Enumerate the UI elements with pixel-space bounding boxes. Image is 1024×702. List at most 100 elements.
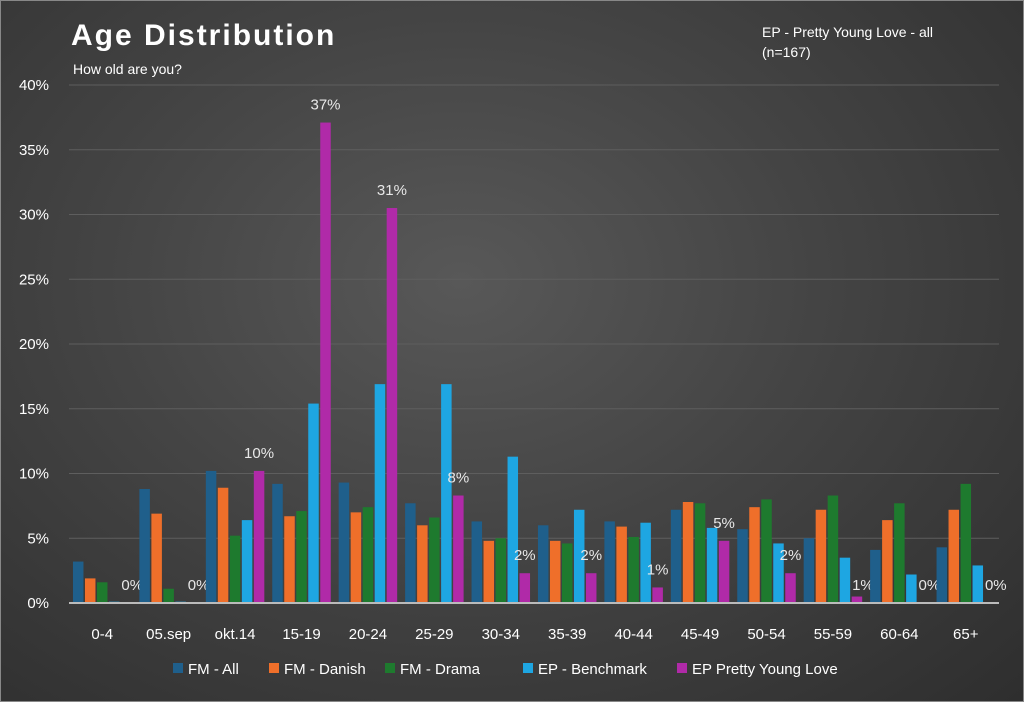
- bar-fm-drama: [296, 511, 307, 603]
- bar-ep-pretty-young-love: [453, 495, 464, 603]
- y-tick-label: 30%: [19, 207, 49, 224]
- y-tick-label: 0%: [27, 595, 49, 612]
- bar-fm-drama: [894, 503, 905, 603]
- bar-fm-danish: [815, 509, 827, 603]
- bar-ep-benchmark: [839, 557, 851, 603]
- bar-fm-danish: [948, 509, 960, 603]
- bar-fm-danish: [151, 513, 162, 603]
- x-tick-label: 55-59: [814, 626, 852, 643]
- bar-fm-all: [205, 470, 217, 603]
- bar-fm-all: [272, 483, 283, 603]
- bar-fm-drama: [960, 483, 972, 603]
- bar-ep-pretty-young-love: [652, 587, 663, 603]
- bar-ep-pretty-young-love: [386, 208, 398, 603]
- legend-label: FM - Danish: [284, 661, 366, 678]
- legend-swatch: [269, 663, 279, 673]
- chart-subtitle: How old are you?: [73, 61, 182, 77]
- bar-ep-benchmark: [573, 509, 585, 603]
- legend-label: EP - Benchmark: [538, 661, 647, 678]
- bar-fm-danish: [417, 525, 428, 603]
- x-tick-label: 50-54: [747, 626, 785, 643]
- data-label: 31%: [377, 182, 407, 199]
- bar-fm-drama: [163, 588, 174, 603]
- y-tick-label: 15%: [19, 401, 49, 418]
- legend-label: FM - All: [188, 661, 239, 678]
- bar-fm-drama: [362, 507, 374, 603]
- x-tick-label: 25-29: [415, 626, 453, 643]
- bar-fm-drama: [495, 538, 507, 603]
- bar-ep-benchmark: [308, 403, 319, 603]
- legend-swatch: [677, 663, 687, 673]
- x-tick-label: 45-49: [681, 626, 719, 643]
- bar-fm-drama: [561, 543, 573, 603]
- bar-fm-danish: [350, 512, 362, 603]
- x-tick-label: 20-24: [349, 626, 387, 643]
- bar-ep-benchmark: [441, 384, 452, 603]
- legend-label: FM - Drama: [400, 661, 481, 678]
- y-tick-label: 40%: [19, 77, 49, 94]
- bar-fm-danish: [284, 516, 295, 603]
- bar-fm-all: [604, 521, 615, 603]
- bar-fm-all: [870, 549, 881, 603]
- bar-fm-all: [537, 525, 549, 603]
- y-tick-label: 5%: [27, 530, 49, 547]
- x-tick-label: 05.sep: [146, 626, 191, 643]
- bar-fm-all: [936, 547, 948, 603]
- bar-fm-danish: [84, 578, 96, 603]
- bar-fm-danish: [616, 526, 627, 603]
- bar-fm-all: [72, 561, 84, 603]
- bar-fm-all: [139, 489, 150, 603]
- bar-fm-drama: [761, 499, 772, 603]
- legend-swatch: [523, 663, 533, 673]
- data-label: 0%: [188, 577, 210, 594]
- bar-fm-drama: [628, 536, 639, 603]
- bar-fm-drama: [96, 582, 108, 603]
- data-label: 0%: [985, 577, 1007, 594]
- bar-ep-benchmark: [507, 456, 519, 603]
- bar-ep-pretty-young-love: [585, 573, 597, 603]
- bar-ep-pretty-young-love: [519, 573, 531, 603]
- bar-fm-danish: [483, 540, 495, 603]
- legend-label: EP Pretty Young Love: [692, 661, 838, 678]
- legend-swatch: [385, 663, 395, 673]
- bar-fm-all: [670, 509, 682, 603]
- bar-fm-all: [803, 538, 815, 603]
- x-tick-label: 40-44: [614, 626, 652, 643]
- bar-fm-drama: [429, 517, 440, 603]
- bar-fm-danish: [749, 507, 760, 603]
- bar-ep-pretty-young-love: [718, 540, 730, 603]
- chart-annotation: EP - Pretty Young Love - all (n=167): [762, 24, 933, 60]
- bar-fm-danish: [217, 487, 229, 603]
- bar-ep-benchmark: [972, 565, 984, 603]
- bar-ep-pretty-young-love: [253, 470, 265, 603]
- bar-ep-pretty-young-love: [851, 596, 863, 603]
- data-label: 37%: [310, 97, 340, 114]
- bar-fm-all: [471, 521, 483, 603]
- x-tick-label: 65+: [953, 626, 979, 643]
- bar-fm-drama: [229, 535, 241, 603]
- bar-ep-benchmark: [773, 543, 784, 603]
- y-tick-label: 10%: [19, 466, 49, 483]
- x-tick-label: okt.14: [215, 626, 256, 643]
- data-label: 10%: [244, 445, 274, 462]
- y-tick-label: 20%: [19, 336, 49, 353]
- x-tick-label: 0-4: [91, 626, 113, 643]
- bar-fm-all: [338, 482, 350, 603]
- legend-swatch: [173, 663, 183, 673]
- data-label: 0%: [121, 577, 143, 594]
- bar-ep-benchmark: [640, 522, 651, 603]
- data-label: 1%: [852, 577, 874, 594]
- data-label: 2%: [780, 547, 802, 564]
- bar-ep-benchmark: [906, 574, 917, 603]
- bar-fm-all: [737, 529, 748, 603]
- x-tick-label: 35-39: [548, 626, 586, 643]
- bar-fm-danish: [549, 540, 561, 603]
- bar-fm-drama: [694, 503, 706, 603]
- bar-ep-pretty-young-love: [320, 122, 331, 604]
- data-label: 8%: [448, 470, 470, 487]
- x-tick-label: 30-34: [482, 626, 520, 643]
- y-tick-label: 35%: [19, 142, 49, 159]
- x-tick-label: 15-19: [282, 626, 320, 643]
